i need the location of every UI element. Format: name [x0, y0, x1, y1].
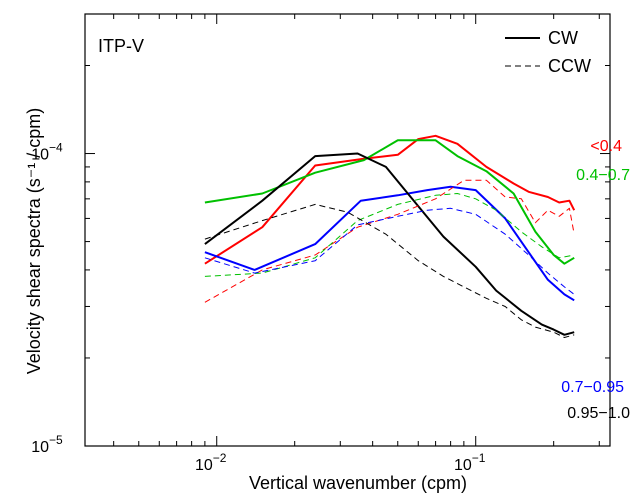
x-tick-exponent: −2 — [213, 451, 227, 465]
panel-label: ITP-V — [98, 36, 144, 56]
series-line-ccw-4 — [204, 179, 575, 303]
y-tick-exponent: −5 — [49, 433, 63, 447]
series-line-cw-1 — [204, 139, 575, 265]
x-tick-label: 10−2 — [195, 451, 227, 474]
series-line-cw-3 — [204, 152, 575, 336]
series-line-ccw-5 — [204, 193, 575, 277]
x-axis-title: Vertical wavenumber (cpm) — [249, 473, 467, 493]
annotation-lt-0.4: <0.4 — [590, 138, 622, 155]
annotation-0.4-0.7: 0.4−0.7 — [576, 167, 630, 184]
series-layer — [204, 134, 576, 338]
annotation-0.95-1.0: 0.95−1.0 — [567, 405, 630, 422]
plot-frame — [84, 13, 611, 447]
y-tick-exponent: −4 — [49, 141, 63, 155]
legend: CW CCW — [505, 28, 591, 76]
group-annotations: <0.4 0.4−0.7 0.7−0.95 0.95−1.0 — [561, 138, 630, 422]
x-tick-exponent: −1 — [472, 451, 486, 465]
series-line-ccw-6 — [204, 207, 575, 295]
tick-layer — [85, 14, 610, 447]
legend-label-cw: CW — [548, 28, 578, 48]
plot-area — [84, 13, 611, 447]
series-line-cw-0 — [204, 134, 576, 265]
y-axis-title: Velocity shear spectra (s⁻¹ / cpm) — [24, 108, 44, 375]
annotation-0.7-0.95: 0.7−0.95 — [561, 379, 624, 396]
x-tick-label: 10−1 — [454, 451, 486, 474]
y-tick-label: 10−5 — [31, 433, 63, 456]
series-line-ccw-7 — [204, 203, 575, 338]
series-line-cw-2 — [204, 185, 575, 302]
legend-label-ccw: CCW — [548, 56, 591, 76]
